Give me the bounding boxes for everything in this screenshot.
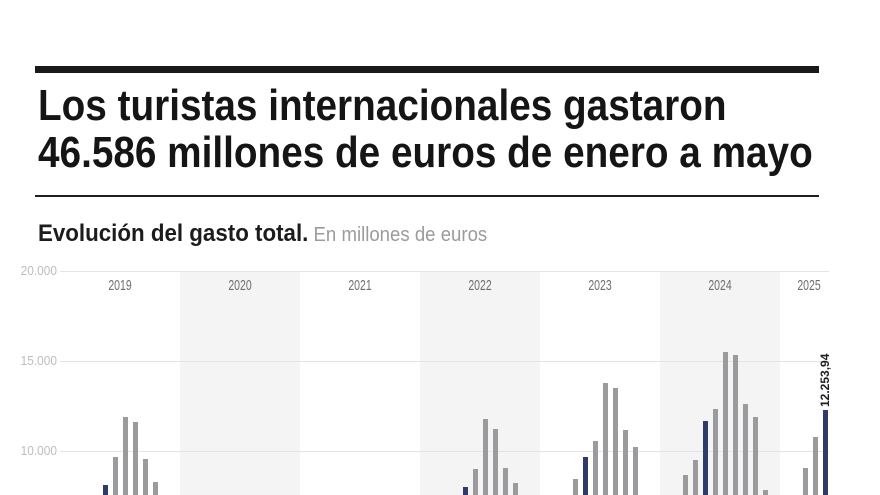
bar-2024-m8 [732, 354, 738, 495]
gridline-10000 [60, 451, 829, 452]
bar-2019-m7 [122, 416, 128, 495]
year-label-2025: 2025 [797, 277, 821, 294]
bar-2019-m6 [112, 457, 118, 495]
bar-2025-m5 [822, 410, 828, 495]
bar-2023-m10 [632, 446, 638, 495]
bar-2025-m3 [802, 468, 808, 495]
bar-2022-m8 [492, 429, 498, 495]
chart-subtitle: Evolución del gasto total. En millones d… [38, 220, 487, 248]
bar-2024-m11 [762, 489, 768, 495]
gridline-20000 [60, 271, 829, 272]
year-band-2020 [180, 272, 300, 495]
ytick-20000: 20.000 [20, 263, 57, 278]
year-label-2019: 2019 [108, 277, 132, 294]
year-label-2024: 2024 [708, 277, 732, 294]
bar-2022-m9 [502, 468, 508, 495]
title-divider [35, 195, 819, 197]
bar-2023-m6 [592, 441, 598, 495]
bar-2023-m9 [622, 430, 628, 495]
bar-2019-m5 [102, 485, 108, 495]
bar-2024-m10 [752, 416, 758, 495]
ytick-10000: 10.000 [20, 443, 57, 458]
bar-2024-m5 [702, 421, 708, 495]
gridline-15000 [60, 361, 829, 362]
year-label-2020: 2020 [228, 277, 252, 294]
year-band-2022 [420, 272, 540, 495]
bar-2023-m5 [582, 457, 588, 495]
bar-2024-m9 [742, 404, 748, 495]
year-band-2024 [660, 272, 780, 495]
bar-2023-m7 [602, 382, 608, 495]
chart-subtitle-bold: Evolución del gasto total. [38, 220, 309, 247]
page-title: Los turistas internacionales gastaron 46.… [38, 82, 813, 176]
bar-2022-m10 [512, 482, 518, 495]
page-title-line1: Los turistas internacionales gastaron [38, 81, 727, 130]
bar-2023-m8 [612, 388, 618, 495]
bar-2024-m7 [722, 352, 728, 495]
bar-2023-m4 [572, 478, 578, 495]
bar-2022-m5 [462, 487, 468, 495]
bar-2024-m4 [692, 460, 698, 495]
bar-2024-m6 [712, 408, 718, 495]
bar-2019-m9 [142, 459, 148, 495]
bar-2022-m6 [472, 469, 478, 495]
top-rule [35, 66, 819, 73]
may-2025-value-label: 12.253,94 [818, 353, 832, 407]
page-title-line2: 46.586 millones de euros de enero a mayo [38, 128, 813, 177]
year-label-2023: 2023 [588, 277, 612, 294]
bar-2019-m8 [132, 422, 138, 495]
bar-2024-m3 [682, 475, 688, 495]
year-label-2021: 2021 [348, 277, 372, 294]
bar-2019-m10 [152, 481, 158, 495]
bar-2022-m7 [482, 418, 488, 495]
bar-2025-m4 [812, 436, 818, 495]
ytick-15000: 15.000 [20, 353, 57, 368]
chart-units-label: En millones de euros [313, 224, 488, 246]
year-label-2022: 2022 [468, 277, 492, 294]
